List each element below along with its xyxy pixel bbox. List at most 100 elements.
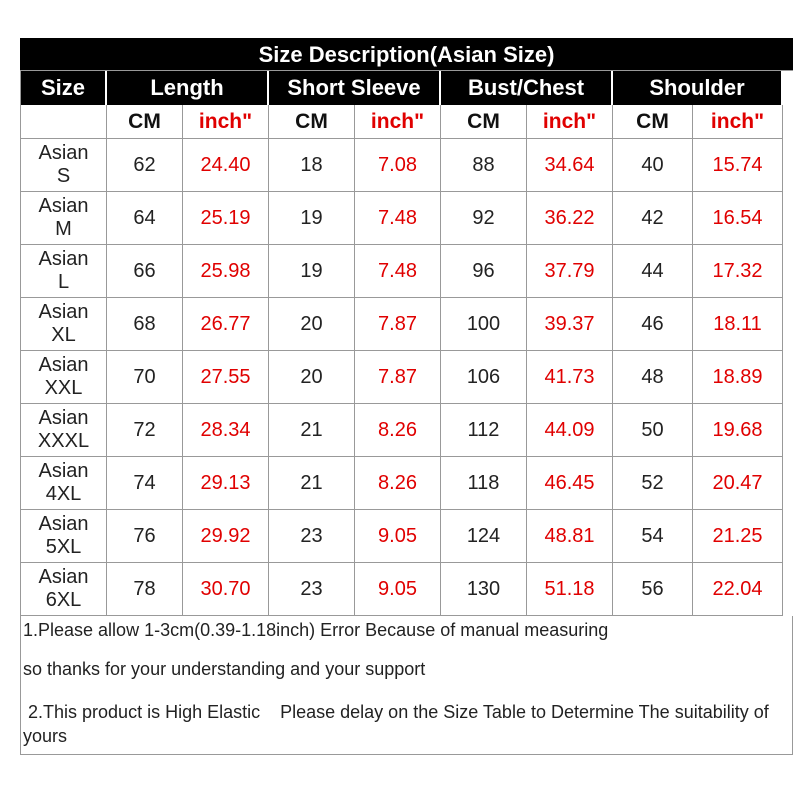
size-prefix: Asian bbox=[38, 195, 89, 217]
value-cm-cell: 42 bbox=[613, 192, 693, 245]
value-cm-cell: 78 bbox=[107, 563, 183, 616]
value-inch-cell: 48.81 bbox=[527, 510, 613, 563]
value-cm-cell: 23 bbox=[269, 510, 355, 563]
value-inch-cell: 28.34 bbox=[183, 404, 269, 457]
value-inch-cell: 29.92 bbox=[183, 510, 269, 563]
size-label-cell: Asian 4XL bbox=[21, 457, 107, 510]
size-code: 4XL bbox=[45, 483, 82, 505]
size-label-cell: Asian S bbox=[21, 139, 107, 192]
value-cm-cell: 92 bbox=[441, 192, 527, 245]
value-inch-cell: 7.48 bbox=[355, 192, 441, 245]
note-line-3: 2.This product is High Elastic Please de… bbox=[23, 702, 774, 746]
value-inch-cell: 25.98 bbox=[183, 245, 269, 298]
size-label-cell: Asian M bbox=[21, 192, 107, 245]
value-inch-cell: 21.25 bbox=[693, 510, 783, 563]
value-inch-cell: 24.40 bbox=[183, 139, 269, 192]
header-size: Size bbox=[21, 71, 107, 105]
unit-inch-label: inch" bbox=[355, 105, 441, 139]
unit-cm-label: CM bbox=[107, 105, 183, 139]
value-cm-cell: 72 bbox=[107, 404, 183, 457]
value-cm-cell: 68 bbox=[107, 298, 183, 351]
value-cm-cell: 64 bbox=[107, 192, 183, 245]
size-code: 5XL bbox=[45, 536, 82, 558]
size-prefix: Asian bbox=[38, 301, 89, 323]
size-prefix: Asian bbox=[38, 407, 89, 429]
value-cm-cell: 48 bbox=[613, 351, 693, 404]
size-prefix: Asian bbox=[38, 248, 89, 270]
size-prefix: Asian bbox=[38, 566, 89, 588]
value-cm-cell: 62 bbox=[107, 139, 183, 192]
header-bust-chest: Bust/Chest bbox=[441, 71, 613, 105]
value-cm-cell: 76 bbox=[107, 510, 183, 563]
value-inch-cell: 17.32 bbox=[693, 245, 783, 298]
value-cm-cell: 21 bbox=[269, 457, 355, 510]
value-cm-cell: 21 bbox=[269, 404, 355, 457]
value-cm-cell: 106 bbox=[441, 351, 527, 404]
value-inch-cell: 41.73 bbox=[527, 351, 613, 404]
value-inch-cell: 25.19 bbox=[183, 192, 269, 245]
value-cm-cell: 20 bbox=[269, 298, 355, 351]
size-code: M bbox=[55, 218, 72, 240]
value-cm-cell: 124 bbox=[441, 510, 527, 563]
value-inch-cell: 16.54 bbox=[693, 192, 783, 245]
value-inch-cell: 34.64 bbox=[527, 139, 613, 192]
value-inch-cell: 20.47 bbox=[693, 457, 783, 510]
value-cm-cell: 96 bbox=[441, 245, 527, 298]
size-label-cell: Asian XXXL bbox=[21, 404, 107, 457]
unit-inch-label: inch" bbox=[527, 105, 613, 139]
unit-inch-label: inch" bbox=[183, 105, 269, 139]
size-code: 6XL bbox=[45, 589, 82, 611]
size-prefix: Asian bbox=[38, 354, 89, 376]
value-cm-cell: 23 bbox=[269, 563, 355, 616]
value-cm-cell: 40 bbox=[613, 139, 693, 192]
value-cm-cell: 74 bbox=[107, 457, 183, 510]
size-label-cell: Asian L bbox=[21, 245, 107, 298]
unit-inch-label: inch" bbox=[693, 105, 783, 139]
value-inch-cell: 30.70 bbox=[183, 563, 269, 616]
header-length: Length bbox=[107, 71, 269, 105]
value-cm-cell: 70 bbox=[107, 351, 183, 404]
value-inch-cell: 15.74 bbox=[693, 139, 783, 192]
size-label-cell: Asian 5XL bbox=[21, 510, 107, 563]
note-line-2: so thanks for your understanding and you… bbox=[23, 659, 426, 679]
value-inch-cell: 7.87 bbox=[355, 351, 441, 404]
chart-title: Size Description(Asian Size) bbox=[20, 38, 793, 70]
size-table: Size Length Short Sleeve Bust/Chest Shoulder… bbox=[20, 70, 793, 616]
value-cm-cell: 66 bbox=[107, 245, 183, 298]
value-inch-cell: 8.26 bbox=[355, 457, 441, 510]
value-cm-cell: 52 bbox=[613, 457, 693, 510]
value-inch-cell: 39.37 bbox=[527, 298, 613, 351]
header-shoulder: Shoulder bbox=[613, 71, 783, 105]
value-inch-cell: 9.05 bbox=[355, 510, 441, 563]
size-label-cell: Asian XL bbox=[21, 298, 107, 351]
value-cm-cell: 18 bbox=[269, 139, 355, 192]
size-chart: Size Description(Asian Size) Size Length S… bbox=[20, 38, 793, 755]
value-cm-cell: 88 bbox=[441, 139, 527, 192]
value-cm-cell: 112 bbox=[441, 404, 527, 457]
value-inch-cell: 19.68 bbox=[693, 404, 783, 457]
size-code: S bbox=[56, 165, 71, 187]
unit-cm-label: CM bbox=[441, 105, 527, 139]
value-inch-cell: 36.22 bbox=[527, 192, 613, 245]
size-code: XXXL bbox=[37, 430, 90, 452]
value-inch-cell: 18.11 bbox=[693, 298, 783, 351]
size-prefix: Asian bbox=[38, 513, 89, 535]
value-inch-cell: 18.89 bbox=[693, 351, 783, 404]
value-inch-cell: 7.87 bbox=[355, 298, 441, 351]
size-code: XXL bbox=[44, 377, 83, 399]
value-cm-cell: 56 bbox=[613, 563, 693, 616]
value-inch-cell: 8.26 bbox=[355, 404, 441, 457]
value-cm-cell: 19 bbox=[269, 245, 355, 298]
size-code: L bbox=[57, 271, 70, 293]
value-cm-cell: 19 bbox=[269, 192, 355, 245]
value-cm-cell: 130 bbox=[441, 563, 527, 616]
value-cm-cell: 44 bbox=[613, 245, 693, 298]
size-label-cell: Asian 6XL bbox=[21, 563, 107, 616]
size-label-cell: Asian XXL bbox=[21, 351, 107, 404]
value-cm-cell: 50 bbox=[613, 404, 693, 457]
value-inch-cell: 9.05 bbox=[355, 563, 441, 616]
value-inch-cell: 46.45 bbox=[527, 457, 613, 510]
units-blank-cell bbox=[21, 105, 107, 139]
unit-cm-label: CM bbox=[613, 105, 693, 139]
value-inch-cell: 37.79 bbox=[527, 245, 613, 298]
